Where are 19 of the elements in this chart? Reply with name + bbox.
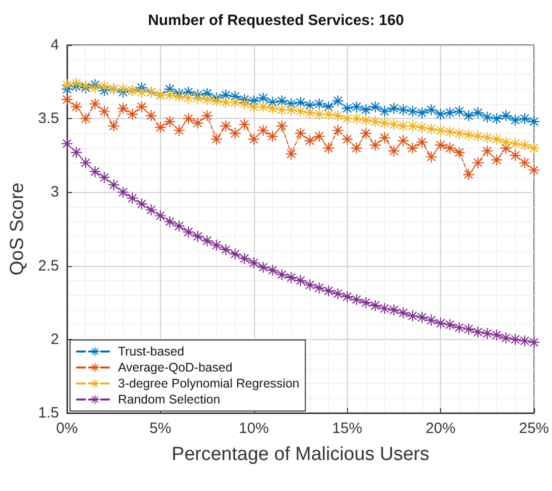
y-axis-title: QoS Score [7,182,28,276]
x-tick-label: 0% [56,420,78,437]
x-tick-label: 5% [150,420,172,437]
legend-label: Average-QoD-based [118,360,232,374]
y-tick-label: 3 [50,184,59,201]
x-tick-label: 15% [332,420,362,437]
x-tick-label: 25% [518,420,550,437]
legend-label: Random Selection [118,392,220,406]
x-tick-label: 20% [426,420,456,437]
y-tick-label: 3.5 [38,110,59,128]
x-axis-title: Percentage of Malicious Users [172,444,430,465]
y-tick-label: 4 [50,36,59,54]
legend-label: Trust-based [118,344,184,358]
x-tick-label: 10% [238,420,269,437]
y-tick-label: 2 [50,330,59,348]
chart-title: Number of Requested Services: 160 [148,12,404,29]
legend-label: 3-degree Polynomial Regression [118,376,300,390]
y-tick-label: 2.5 [38,257,59,274]
y-tick-label: 1.5 [38,404,59,422]
